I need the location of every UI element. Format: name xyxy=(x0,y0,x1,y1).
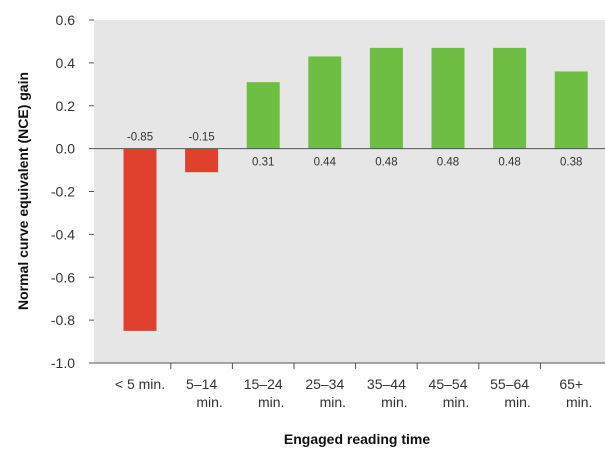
x-tick-label: 55–64 xyxy=(490,376,529,392)
x-tick-label: 5–14 xyxy=(186,376,217,392)
x-tick-label: 45–54 xyxy=(429,376,468,392)
y-tick-label: -1.0 xyxy=(51,355,75,371)
y-tick-label: 0.0 xyxy=(56,141,76,157)
data-label: -0.85 xyxy=(127,132,153,144)
x-axis-ticks: < 5 min. 5–14 min. 15–24 min. 25–34 min. 35–44 m… xyxy=(115,363,592,410)
bar xyxy=(246,82,280,149)
y-tick-label: -0.4 xyxy=(51,226,75,242)
x-tick-label: < 5 min. xyxy=(115,376,165,392)
plot-background xyxy=(94,20,605,363)
y-tick-label: 0.2 xyxy=(56,98,76,114)
data-label: 0.48 xyxy=(437,157,459,169)
data-labels: -0.85 -0.15 0.31 0.44 0.48 0.48 0.48 0.38 xyxy=(127,132,583,169)
y-axis-title: Normal curve equivalent (NCE) gain xyxy=(15,72,31,310)
y-tick-label: -0.8 xyxy=(51,312,75,328)
x-tick-label: min. xyxy=(258,394,284,410)
y-tick-label: -0.6 xyxy=(51,269,75,285)
bars xyxy=(123,47,588,331)
x-axis-title: Engaged reading time xyxy=(284,431,430,447)
x-tick-label: 65+ xyxy=(559,376,583,392)
x-tick-label: min. xyxy=(504,394,530,410)
y-tick-label: -0.2 xyxy=(51,184,75,200)
bar xyxy=(308,56,342,149)
x-tick-label: min. xyxy=(566,394,592,410)
data-label: 0.48 xyxy=(375,157,397,169)
x-tick-label: min. xyxy=(443,394,469,410)
data-label: 0.38 xyxy=(560,157,582,169)
x-tick-label: min. xyxy=(196,394,222,410)
x-tick-label: min. xyxy=(320,394,346,410)
x-tick-label: 25–34 xyxy=(305,376,344,392)
bar xyxy=(369,47,403,149)
y-tick-label: 0.4 xyxy=(56,55,76,71)
bar xyxy=(185,148,219,173)
x-tick-label: 35–44 xyxy=(367,376,406,392)
y-tick-label: 0.6 xyxy=(56,12,76,28)
data-label: 0.44 xyxy=(314,157,337,169)
x-tick-label: min. xyxy=(381,394,407,410)
bar xyxy=(493,47,527,149)
x-tick-label: 15–24 xyxy=(244,376,283,392)
bar xyxy=(554,71,588,149)
bar xyxy=(431,47,465,149)
data-label: 0.48 xyxy=(498,157,520,169)
data-label: -0.15 xyxy=(188,132,214,144)
bar xyxy=(123,148,157,331)
y-axis-ticks: 0.6 0.4 0.2 0.0 -0.2 -0.4 -0.6 -0.8 -1.0 xyxy=(51,12,94,371)
data-label: 0.31 xyxy=(252,157,274,169)
